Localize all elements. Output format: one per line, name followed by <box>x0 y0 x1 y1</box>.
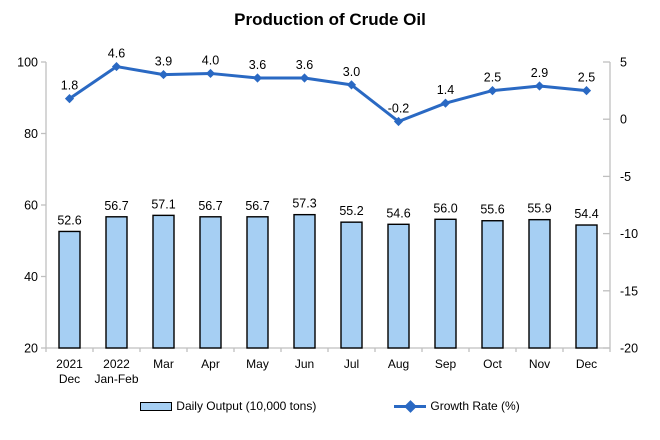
line-value-label: 1.4 <box>437 83 454 97</box>
right-axis-tick-label: 5 <box>620 56 627 70</box>
right-axis-tick-label: -5 <box>620 170 631 184</box>
category-label: Sep <box>435 357 457 371</box>
line-marker-diamond <box>581 86 592 96</box>
category-label: May <box>246 357 269 371</box>
line-marker-diamond <box>158 69 169 80</box>
line-marker-diamond <box>299 73 310 83</box>
line-value-label: 2.5 <box>578 71 595 85</box>
bar-value-label: 55.6 <box>480 203 504 217</box>
line-marker-diamond <box>64 94 75 104</box>
category-label: Mar <box>153 357 174 371</box>
right-axis-tick-label: -10 <box>620 227 638 241</box>
line-value-label: 4.6 <box>108 47 125 61</box>
right-axis-tick-label: 0 <box>620 113 627 127</box>
category-label: Aug <box>388 357 409 371</box>
line-marker-diamond <box>205 68 216 79</box>
right-axis-tick-label: -15 <box>620 284 638 298</box>
bar <box>387 223 410 349</box>
category-label: Jun <box>295 357 314 371</box>
legend-item-growth-rate: Growth Rate (%) <box>394 399 520 413</box>
growth-line <box>68 65 587 123</box>
bar-value-label: 56.0 <box>433 201 457 215</box>
line-value-label: 2.5 <box>484 71 501 85</box>
category-label: Nov <box>529 357 550 371</box>
bar <box>575 224 598 349</box>
diamond-marker-icon <box>404 399 418 413</box>
bar-value-label: 55.9 <box>527 202 551 216</box>
bar-value-label: 55.2 <box>339 204 363 218</box>
bar-value-label: 54.4 <box>574 207 598 221</box>
bar <box>293 213 316 349</box>
bar <box>528 218 551 349</box>
line-value-label: -0.2 <box>388 101 410 115</box>
line-value-label: 3.0 <box>343 65 360 79</box>
line-value-label: 1.8 <box>61 79 78 93</box>
line-marker-diamond <box>252 73 263 83</box>
left-axis-tick-label: 40 <box>24 270 38 284</box>
bar-value-label: 56.7 <box>245 199 269 213</box>
category-label: Jul <box>344 357 359 371</box>
line-value-label: 4.0 <box>202 53 219 67</box>
bar-series-swatch-icon <box>140 401 173 411</box>
legend-label-growth-rate: Growth Rate (%) <box>430 399 520 413</box>
line-series-swatch-icon <box>394 399 427 413</box>
category-label: Dec <box>576 357 597 371</box>
bar-value-label: 54.6 <box>386 206 410 220</box>
bar-value-label: 56.7 <box>198 199 222 213</box>
legend-item-daily-output: Daily Output (10,000 tons) <box>140 399 316 413</box>
line-value-label: 3.6 <box>296 58 313 72</box>
bar-value-label: 57.1 <box>151 197 175 211</box>
left-axis-tick-label: 20 <box>24 342 38 356</box>
bar <box>340 221 363 349</box>
chart-title: Production of Crude Oil <box>234 10 426 29</box>
line-marker-diamond <box>534 81 545 91</box>
left-axis-tick-label: 100 <box>17 56 38 70</box>
legend: Daily Output (10,000 tons) Growth Rate (… <box>0 399 660 413</box>
line-marker-diamond <box>487 86 498 96</box>
left-axis-tick-label: 80 <box>24 127 38 141</box>
line-marker-diamond <box>393 116 404 127</box>
category-label: 2022 <box>103 357 130 371</box>
line-value-label: 3.6 <box>249 58 266 72</box>
bar <box>152 214 175 349</box>
bar <box>246 216 269 349</box>
category-label: 2021 <box>56 357 83 371</box>
line-value-label: 2.9 <box>531 66 548 80</box>
bar <box>58 230 81 349</box>
bar-value-label: 56.7 <box>104 199 128 213</box>
right-axis-tick-label: -20 <box>620 342 638 356</box>
line-marker-diamond <box>346 80 357 90</box>
category-label: Jan-Feb <box>94 372 138 386</box>
line-value-label: 3.9 <box>155 55 172 69</box>
bar <box>481 220 504 349</box>
category-label: Apr <box>201 357 220 371</box>
bar-value-label: 52.6 <box>57 213 81 227</box>
bar <box>199 216 222 349</box>
line-marker-diamond <box>440 98 451 108</box>
legend-label-daily-output: Daily Output (10,000 tons) <box>176 399 317 413</box>
line-marker-diamond <box>111 61 122 72</box>
bar <box>434 218 457 349</box>
category-label: Dec <box>59 372 80 386</box>
left-axis-tick-label: 60 <box>24 199 38 213</box>
category-label: Oct <box>483 357 502 371</box>
bar-value-label: 57.3 <box>292 197 316 211</box>
bar <box>105 216 128 349</box>
